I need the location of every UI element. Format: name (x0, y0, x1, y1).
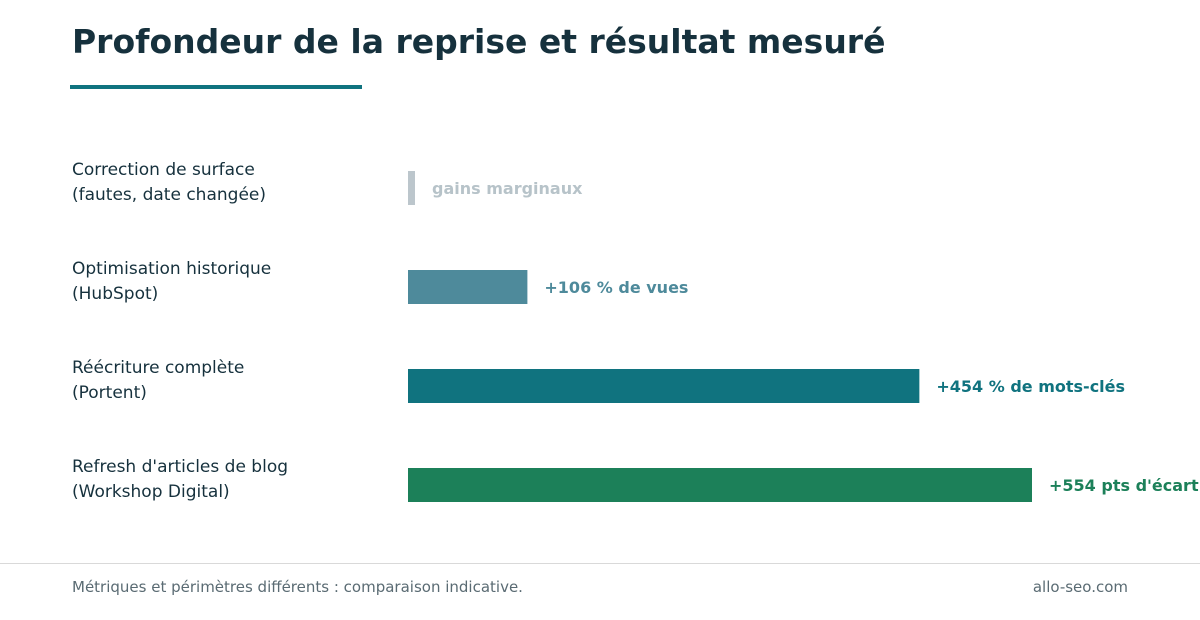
footer-divider (0, 563, 1200, 564)
data-label: gains marginaux (432, 179, 583, 198)
title-underline (70, 85, 362, 89)
footer-note: Métriques et périmètres différents : com… (72, 578, 523, 596)
category-label: Optimisation historique (HubSpot) (72, 259, 271, 304)
bar (408, 468, 1032, 502)
data-label: +554 pts d'écart (1049, 476, 1199, 495)
data-label: +454 % de mots-clés (936, 377, 1125, 396)
category-label: Réécriture complète (Portent) (72, 358, 244, 403)
page-title: Profondeur de la reprise et résultat mes… (72, 22, 886, 61)
data-label: +106 % de vues (544, 278, 688, 297)
bar (408, 369, 920, 403)
bar (408, 270, 528, 304)
category-label: Refresh d'articles de blog (Workshop Digi… (72, 457, 288, 502)
footer-site: allo-seo.com (1032, 578, 1128, 596)
bar (408, 171, 415, 205)
category-label: Correction de surface (fautes, date chang… (72, 160, 266, 205)
